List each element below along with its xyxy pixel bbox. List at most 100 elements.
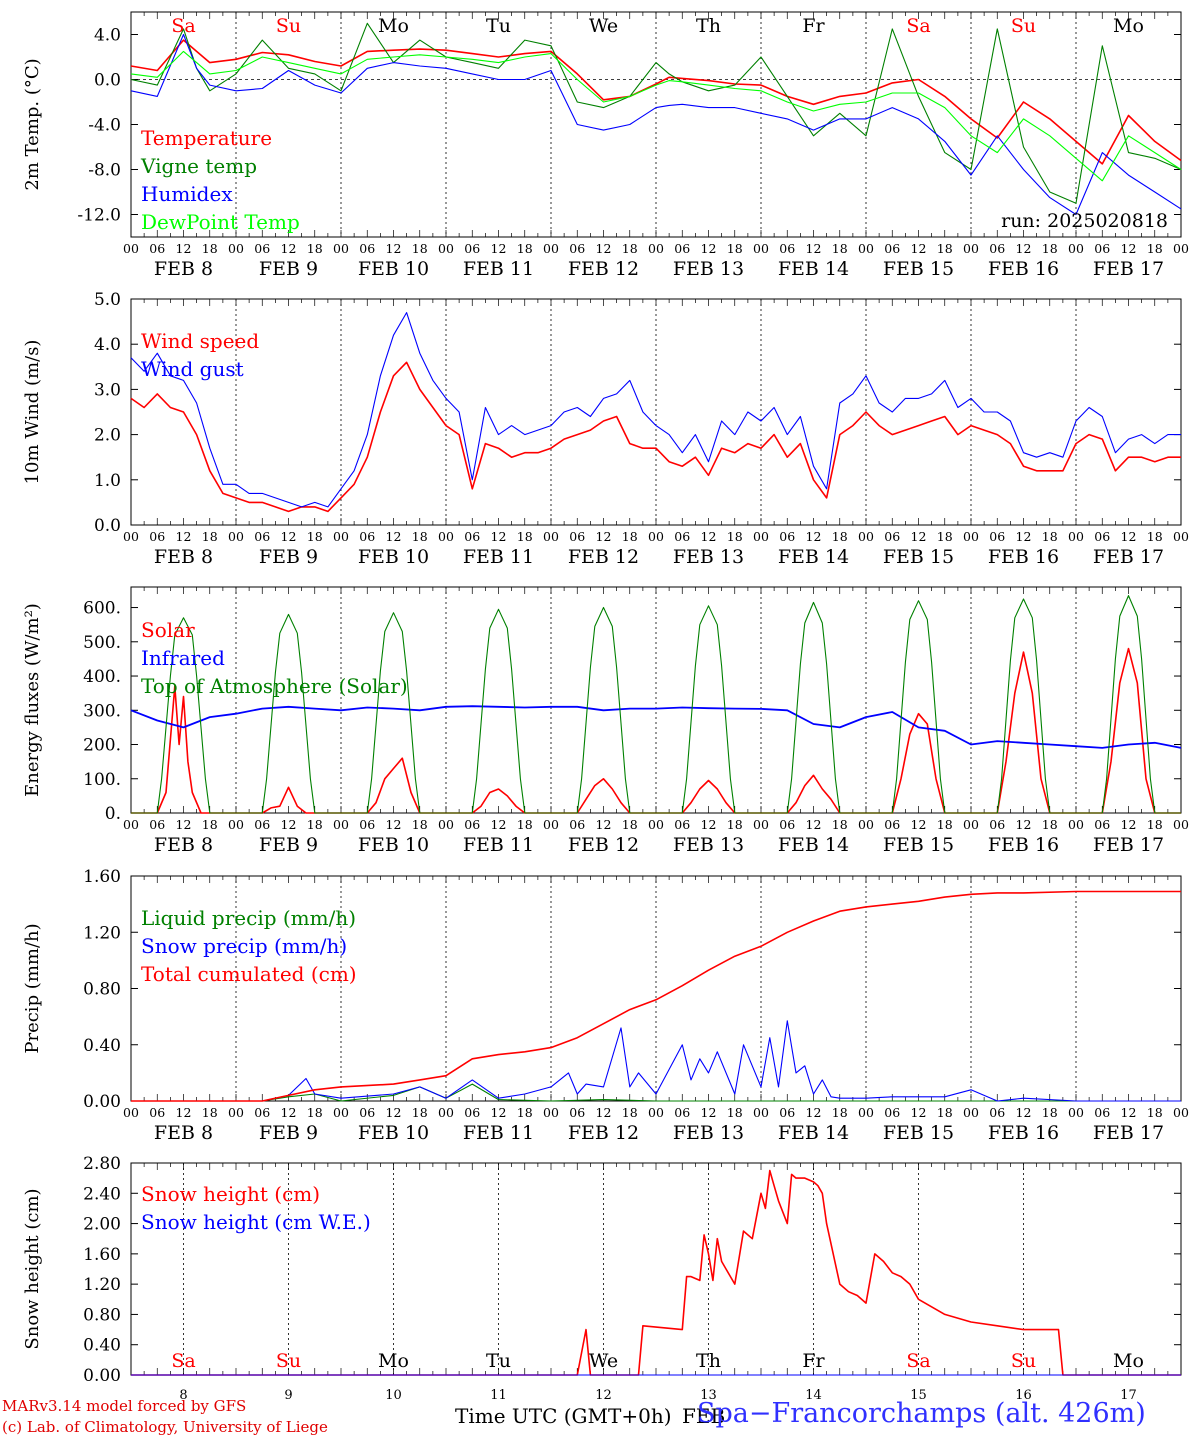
hour-tick-label: 06: [149, 1105, 165, 1120]
y-axis-label: Snow height (cm): [22, 1188, 43, 1349]
y-tick-label: -12.0: [77, 206, 121, 226]
y-axis-label: 10m Wind (m/s): [22, 340, 43, 485]
hour-tick-label: 18: [307, 817, 323, 832]
hour-tick-label: 18: [1147, 241, 1163, 256]
y-tick-label: 0.40: [83, 1036, 121, 1056]
hour-tick-label: 12: [491, 1105, 507, 1120]
hour-tick-label: 18: [727, 529, 743, 544]
hour-tick-label: 18: [412, 241, 428, 256]
hour-tick-label: 06: [674, 817, 690, 832]
hour-tick-label: 00: [123, 241, 139, 256]
hour-tick-label: 18: [832, 1105, 848, 1120]
hour-tick-label: 00: [1068, 817, 1084, 832]
legend-entry: Wind gust: [141, 357, 244, 381]
hour-tick-label: 06: [359, 529, 375, 544]
hour-tick-label: 18: [1147, 1105, 1163, 1120]
day-number: 13: [700, 1388, 717, 1403]
day-name: Su: [276, 15, 301, 37]
hour-tick-label: 06: [359, 1105, 375, 1120]
hour-tick-label: 12: [911, 241, 927, 256]
hour-tick-label: 12: [806, 1105, 822, 1120]
date-label: FEB 14: [778, 546, 849, 568]
day-number: 14: [805, 1388, 822, 1403]
hour-tick-label: 00: [648, 241, 664, 256]
hour-tick-label: 18: [202, 817, 218, 832]
date-label: FEB 14: [778, 1122, 849, 1144]
date-label: FEB 9: [259, 258, 318, 280]
hour-tick-label: 12: [701, 1105, 717, 1120]
hour-tick-label: 18: [727, 1105, 743, 1120]
day-name: Mo: [1113, 15, 1144, 37]
y-tick-label: 0.00: [83, 1366, 121, 1386]
date-label: FEB 12: [568, 546, 639, 568]
hour-tick-label: 00: [543, 241, 559, 256]
hour-tick-label: 00: [333, 529, 349, 544]
y-tick-label: 3.0: [94, 380, 121, 400]
legend-entry: Snow height (cm W.E.): [141, 1210, 371, 1234]
y-tick-label: 4.0: [94, 335, 121, 355]
y-tick-label: 0.0: [94, 516, 121, 536]
date-label: FEB 17: [1093, 1122, 1164, 1144]
hour-tick-label: 06: [1094, 817, 1110, 832]
y-tick-label: 300.: [83, 701, 121, 721]
date-label: FEB 10: [358, 258, 429, 280]
plot-frame: [130, 586, 1182, 814]
run-label: run: 2025020818: [1001, 210, 1168, 232]
date-label: FEB 17: [1093, 546, 1164, 568]
hour-tick-label: 06: [569, 1105, 585, 1120]
hour-tick-label: 18: [832, 529, 848, 544]
legend-entry: Total cumulated (cm): [141, 962, 357, 986]
hour-tick-label: 06: [149, 241, 165, 256]
date-label: FEB 14: [778, 258, 849, 280]
series-line: [130, 50, 1182, 182]
y-tick-label: 0.00: [83, 1092, 121, 1112]
date-label: FEB 16: [988, 546, 1059, 568]
day-name: We: [589, 1350, 618, 1372]
hour-tick-label: 00: [1173, 241, 1189, 256]
y-tick-label: 100.: [83, 770, 121, 790]
hour-tick-label: 18: [1042, 1105, 1058, 1120]
hour-tick-label: 00: [438, 241, 454, 256]
hour-tick-label: 12: [596, 1105, 612, 1120]
y-tick-label: 1.0: [94, 471, 121, 491]
hour-tick-label: 00: [228, 241, 244, 256]
hour-tick-label: 00: [858, 1105, 874, 1120]
hour-tick-label: 18: [307, 1105, 323, 1120]
month-label: FEB: [682, 1404, 726, 1428]
date-label: FEB 9: [259, 546, 318, 568]
day-number: 10: [385, 1388, 402, 1403]
hour-tick-label: 18: [517, 241, 533, 256]
hour-tick-label: 18: [517, 529, 533, 544]
hour-tick-label: 00: [438, 1105, 454, 1120]
legend-entry: Infrared: [141, 646, 225, 670]
model-credit: MARv3.14 model forced by GFS: [2, 1397, 247, 1415]
hour-tick-label: 00: [858, 817, 874, 832]
legend-entry: Snow precip (mm/h): [141, 934, 347, 958]
hour-tick-label: 06: [359, 241, 375, 256]
date-label: FEB 8: [154, 546, 213, 568]
series-line: [130, 33, 1182, 216]
hour-tick-label: 06: [149, 817, 165, 832]
series-line: [130, 22, 1182, 204]
date-label: FEB 8: [154, 1122, 213, 1144]
day-name: Su: [276, 1350, 301, 1372]
hour-tick-label: 00: [1173, 817, 1189, 832]
series-line: [131, 890, 1181, 1102]
hour-tick-label: 18: [832, 817, 848, 832]
legend-entry: Temperature: [141, 126, 272, 150]
hour-tick-label: 12: [386, 817, 402, 832]
hour-tick-label: 06: [464, 1105, 480, 1120]
x-axis-label: Time UTC (GMT+0h): [455, 1404, 672, 1428]
hour-tick-label: 12: [176, 817, 192, 832]
hour-tick-label: 12: [806, 241, 822, 256]
date-label: FEB 17: [1093, 834, 1164, 856]
date-label: FEB 13: [673, 546, 744, 568]
hour-tick-label: 18: [412, 1105, 428, 1120]
y-tick-label: 1.60: [83, 867, 121, 887]
series-line: [131, 595, 1181, 814]
y-axis-label: 2m Temp. (°C): [22, 58, 43, 190]
hour-tick-label: 12: [491, 817, 507, 832]
hour-tick-label: 00: [123, 817, 139, 832]
hour-tick-label: 00: [963, 1105, 979, 1120]
y-axis-label: Precip (mm/h): [22, 923, 43, 1053]
